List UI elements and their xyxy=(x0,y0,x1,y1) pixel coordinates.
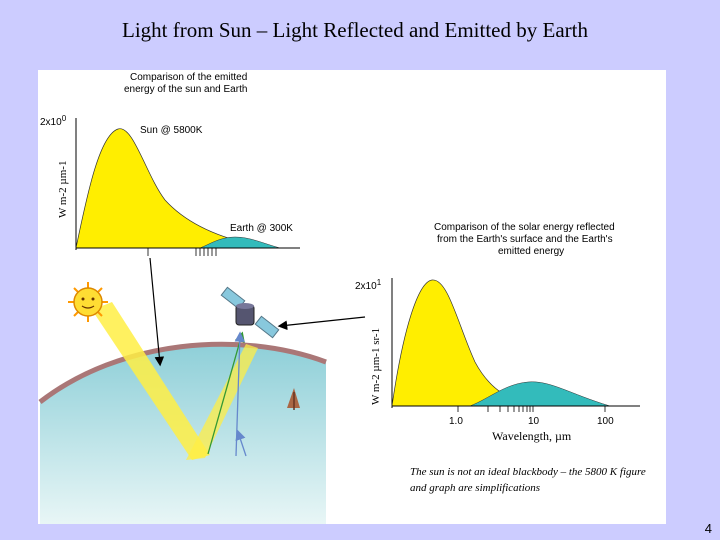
chart-reflected-title-3: emitted energy xyxy=(498,246,564,257)
sun-light-beam xyxy=(92,302,210,460)
chart-reflected-xtick-0: 1.0 xyxy=(449,416,463,427)
chart-emitted: Comparison of the emitted energy of the … xyxy=(40,72,300,256)
chart-reflected-title-2: from the Earth's surface and the Earth's xyxy=(437,234,613,245)
chart-emitted-x-ticks xyxy=(147,248,217,256)
sun-temp-label: Sun @ 5800K xyxy=(140,125,203,136)
earth-emission-curve xyxy=(199,236,281,249)
arrow-chart-to-sun xyxy=(149,257,165,367)
diagram-arrows xyxy=(149,257,366,457)
satellite-icon xyxy=(220,286,280,339)
chart-reflected-xtick-1: 10 xyxy=(528,416,540,427)
page-number: 4 xyxy=(704,521,712,536)
sun-emission-curve xyxy=(75,128,261,249)
reflected-light-beam xyxy=(186,344,258,460)
slide-title: Light from Sun – Light Reflected and Emi… xyxy=(122,18,588,42)
chart-emitted-title-1: Comparison of the emitted xyxy=(130,72,247,83)
tree-icon xyxy=(287,388,300,410)
earth-temp-label: Earth @ 300K xyxy=(230,223,293,234)
chart-emitted-ytick: 2x100 xyxy=(40,114,67,128)
chart-reflected: Comparison of the solar energy reflected… xyxy=(355,222,640,443)
footnote: The sun is not an ideal blackbody – the … xyxy=(410,466,646,494)
sun-icon xyxy=(68,282,108,322)
chart-reflected-xlabel: Wavelength, µm xyxy=(492,429,572,443)
arrow-chart-to-satellite xyxy=(277,316,366,331)
chart-emitted-ylabel: W m-2 µm-1 xyxy=(57,161,69,218)
earth-emitted-curve xyxy=(469,381,611,407)
chart-reflected-xtick-2: 100 xyxy=(597,416,614,427)
arrow-emitted-blue xyxy=(235,429,247,457)
chart-reflected-ytick: 2x101 xyxy=(355,278,382,292)
chart-reflected-title-1: Comparison of the solar energy reflected xyxy=(434,222,615,233)
chart-reflected-x-ticks xyxy=(457,406,606,412)
chart-reflected-ylabel: W m-2 µm-1 sr-1 xyxy=(370,328,382,405)
arrow-reflected-green xyxy=(207,331,245,455)
chart-emitted-title-2: energy of the sun and Earth xyxy=(124,84,247,95)
